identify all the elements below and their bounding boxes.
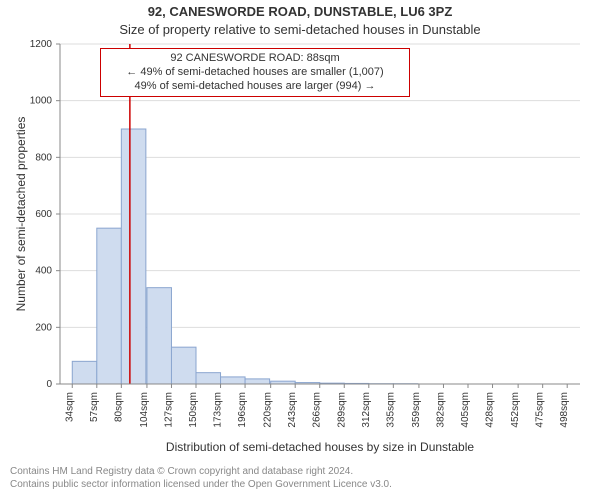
x-tick-label: 289sqm: [336, 392, 347, 428]
x-tick-label: 104sqm: [139, 392, 150, 428]
x-tick-label: 382sqm: [435, 392, 446, 428]
histogram-bar: [147, 288, 172, 384]
x-tick-label: 127sqm: [163, 392, 174, 428]
y-tick-label: 1200: [30, 39, 53, 50]
property-annotation-box: 92 CANESWORDE ROAD: 88sqm ← 49% of semi-…: [100, 48, 410, 97]
x-tick-label: 243sqm: [287, 392, 298, 428]
x-tick-label: 150sqm: [188, 392, 199, 428]
x-tick-label: 312sqm: [361, 392, 372, 428]
y-tick-label: 200: [35, 322, 52, 333]
x-tick-label: 359sqm: [411, 392, 422, 428]
x-tick-label: 475sqm: [535, 392, 546, 428]
chart-title-line2: Size of property relative to semi-detach…: [0, 22, 600, 37]
histogram-bar: [97, 228, 122, 384]
attribution-text: Contains HM Land Registry data © Crown c…: [10, 466, 392, 491]
y-tick-label: 600: [35, 209, 52, 220]
y-axis-label: Number of semi-detached properties: [14, 44, 28, 384]
annotation-line2: ← 49% of semi-detached houses are smalle…: [107, 66, 403, 80]
histogram-bar: [121, 129, 146, 384]
histogram-bar: [221, 377, 246, 384]
x-tick-label: 498sqm: [559, 392, 570, 428]
x-tick-label: 335sqm: [385, 392, 396, 428]
histogram-bar: [72, 361, 97, 384]
y-tick-label: 800: [35, 152, 52, 163]
x-tick-label: 220sqm: [263, 392, 274, 428]
x-tick-label: 57sqm: [89, 392, 100, 422]
attribution-line2: Contains public sector information licen…: [10, 479, 392, 492]
x-tick-label: 173sqm: [213, 392, 224, 428]
annotation-line1: 92 CANESWORDE ROAD: 88sqm: [107, 52, 403, 66]
chart-title-line1: 92, CANESWORDE ROAD, DUNSTABLE, LU6 3PZ: [0, 4, 600, 19]
attribution-line1: Contains HM Land Registry data © Crown c…: [10, 466, 392, 479]
chart-container: 92, CANESWORDE ROAD, DUNSTABLE, LU6 3PZ …: [0, 0, 600, 500]
x-tick-label: 196sqm: [237, 392, 248, 428]
histogram-bar: [196, 373, 221, 384]
x-tick-label: 266sqm: [312, 392, 323, 428]
x-tick-label: 80sqm: [113, 392, 124, 422]
x-axis-label: Distribution of semi-detached houses by …: [60, 440, 580, 454]
x-tick-label: 405sqm: [460, 392, 471, 428]
y-tick-label: 0: [46, 379, 52, 390]
x-tick-label: 428sqm: [485, 392, 496, 428]
y-tick-label: 1000: [30, 96, 53, 107]
histogram-bar: [171, 347, 196, 384]
y-tick-label: 400: [35, 266, 52, 277]
x-tick-label: 34sqm: [64, 392, 75, 422]
x-tick-label: 452sqm: [510, 392, 521, 428]
annotation-line3: 49% of semi-detached houses are larger (…: [107, 80, 403, 94]
histogram-bar: [245, 379, 270, 384]
